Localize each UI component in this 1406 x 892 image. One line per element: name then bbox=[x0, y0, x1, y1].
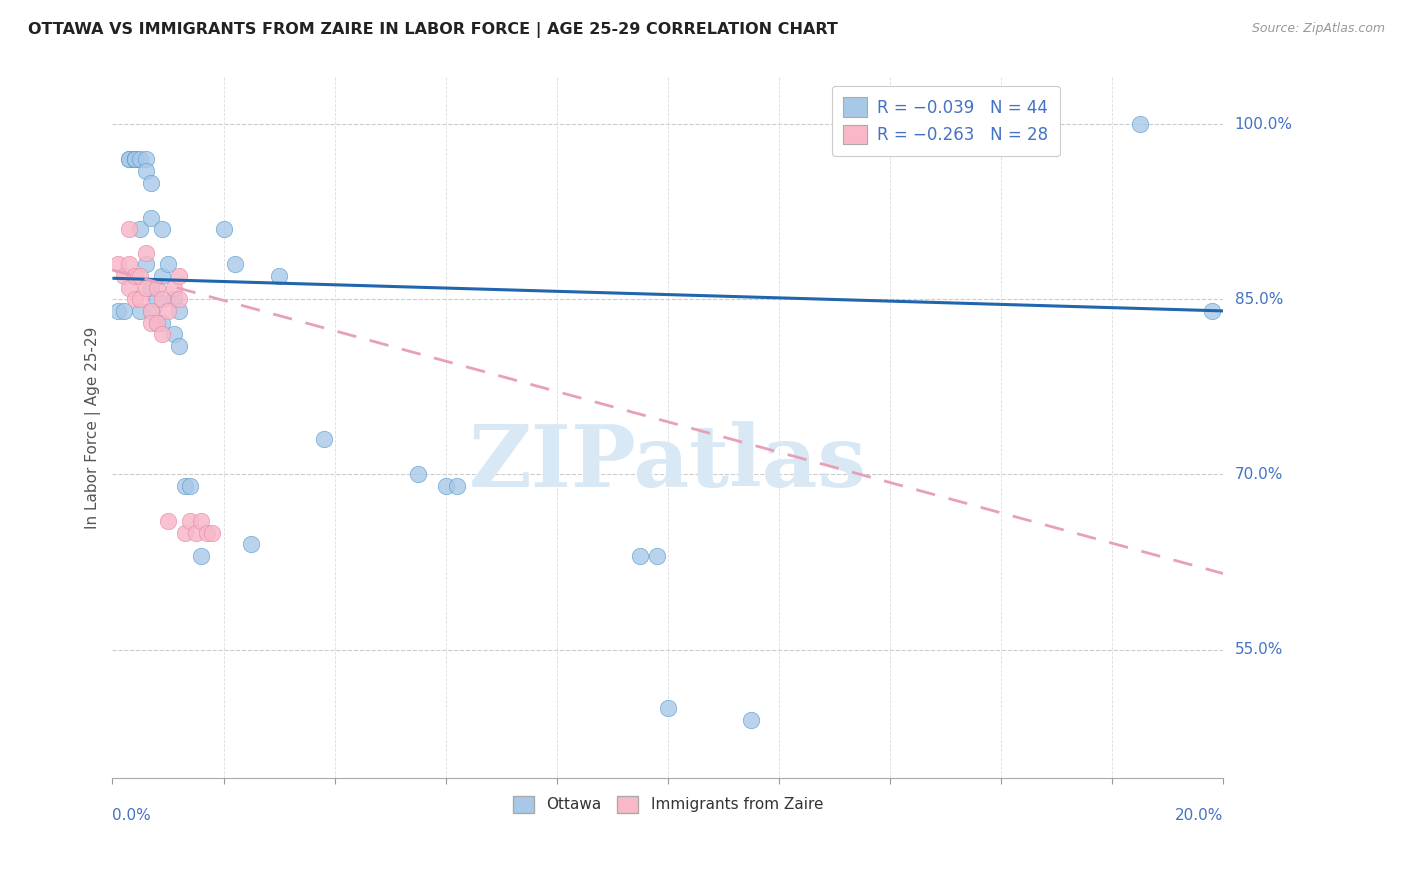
Legend: Ottawa, Immigrants from Zaire: Ottawa, Immigrants from Zaire bbox=[506, 789, 830, 820]
Text: 100.0%: 100.0% bbox=[1234, 117, 1292, 132]
Point bbox=[201, 525, 224, 540]
Point bbox=[118, 280, 141, 294]
Point bbox=[167, 268, 190, 283]
Point bbox=[141, 304, 163, 318]
Point bbox=[406, 467, 429, 482]
Point bbox=[312, 433, 335, 447]
Point bbox=[162, 280, 184, 294]
Point bbox=[146, 316, 169, 330]
Point bbox=[129, 222, 152, 236]
Point bbox=[212, 222, 235, 236]
Point bbox=[190, 549, 212, 563]
Point bbox=[118, 257, 141, 271]
Point bbox=[146, 292, 169, 306]
Point bbox=[112, 304, 135, 318]
Point bbox=[628, 549, 651, 563]
Point bbox=[135, 164, 157, 178]
Point bbox=[129, 152, 152, 166]
Point bbox=[141, 304, 163, 318]
Point bbox=[135, 245, 157, 260]
Point bbox=[167, 292, 190, 306]
Point bbox=[657, 701, 679, 715]
Point bbox=[118, 152, 141, 166]
Text: 55.0%: 55.0% bbox=[1234, 642, 1282, 657]
Point bbox=[141, 176, 163, 190]
Text: 70.0%: 70.0% bbox=[1234, 467, 1282, 482]
Point bbox=[446, 479, 468, 493]
Text: ZIPatlas: ZIPatlas bbox=[470, 421, 868, 505]
Point bbox=[129, 268, 152, 283]
Point bbox=[267, 268, 290, 283]
Point bbox=[179, 514, 201, 528]
Point bbox=[135, 280, 157, 294]
Text: 0.0%: 0.0% bbox=[112, 808, 152, 823]
Point bbox=[152, 316, 174, 330]
Point bbox=[162, 327, 184, 342]
Point bbox=[141, 211, 163, 225]
Y-axis label: In Labor Force | Age 25-29: In Labor Force | Age 25-29 bbox=[86, 326, 101, 529]
Point bbox=[141, 316, 163, 330]
Point bbox=[173, 525, 195, 540]
Point bbox=[124, 152, 146, 166]
Point bbox=[167, 304, 190, 318]
Point bbox=[240, 537, 263, 551]
Point bbox=[124, 152, 146, 166]
Point bbox=[740, 713, 762, 727]
Point bbox=[195, 525, 218, 540]
Text: 85.0%: 85.0% bbox=[1234, 292, 1282, 307]
Point bbox=[118, 222, 141, 236]
Point bbox=[107, 257, 129, 271]
Point bbox=[162, 292, 184, 306]
Point bbox=[135, 257, 157, 271]
Point bbox=[179, 479, 201, 493]
Point bbox=[152, 222, 174, 236]
Point bbox=[129, 304, 152, 318]
Point bbox=[434, 479, 457, 493]
Point bbox=[146, 280, 169, 294]
Point bbox=[118, 152, 141, 166]
Point bbox=[173, 479, 195, 493]
Point bbox=[645, 549, 668, 563]
Point bbox=[156, 514, 179, 528]
Point bbox=[167, 339, 190, 353]
Point bbox=[124, 268, 146, 283]
Point bbox=[152, 292, 174, 306]
Text: 20.0%: 20.0% bbox=[1175, 808, 1223, 823]
Point bbox=[124, 292, 146, 306]
Point bbox=[152, 327, 174, 342]
Point bbox=[124, 152, 146, 166]
Point bbox=[184, 525, 207, 540]
Text: OTTAWA VS IMMIGRANTS FROM ZAIRE IN LABOR FORCE | AGE 25-29 CORRELATION CHART: OTTAWA VS IMMIGRANTS FROM ZAIRE IN LABOR… bbox=[28, 22, 838, 38]
Point bbox=[107, 304, 129, 318]
Point bbox=[152, 268, 174, 283]
Point bbox=[156, 304, 179, 318]
Point bbox=[129, 292, 152, 306]
Point bbox=[146, 316, 169, 330]
Text: Source: ZipAtlas.com: Source: ZipAtlas.com bbox=[1251, 22, 1385, 36]
Point bbox=[141, 280, 163, 294]
Point bbox=[135, 152, 157, 166]
Point bbox=[112, 268, 135, 283]
Point bbox=[190, 514, 212, 528]
Point bbox=[1201, 304, 1223, 318]
Point bbox=[1129, 117, 1152, 131]
Point bbox=[224, 257, 246, 271]
Point bbox=[156, 257, 179, 271]
